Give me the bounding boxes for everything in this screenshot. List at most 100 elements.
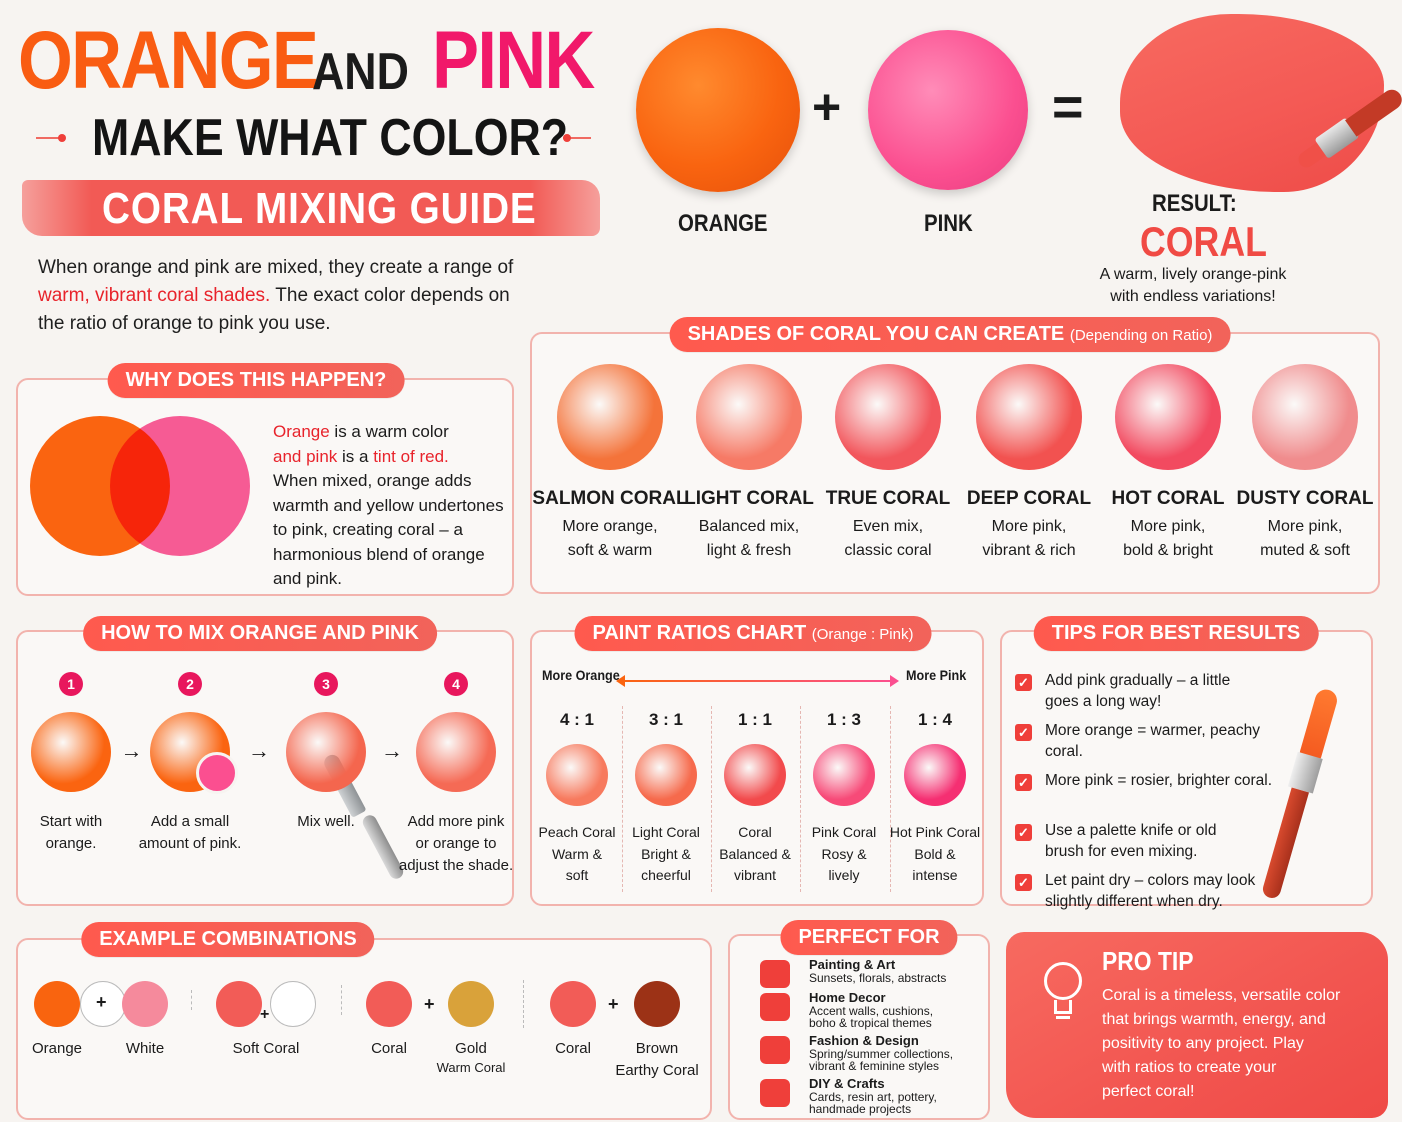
step-pink-drop	[196, 752, 238, 794]
ratio-desc-2: soft	[565, 867, 589, 883]
equals-sign: =	[1052, 77, 1084, 137]
why-text: Orange is a warm color and pink is a tin…	[273, 420, 509, 592]
example-label: Soft Coral	[232, 1040, 300, 1057]
intro-line-3: the ratio of orange to pink you use.	[38, 313, 331, 334]
protip-line-4: with ratios to create your	[1102, 1059, 1277, 1076]
ratios-header-sub: (Orange : Pink)	[811, 626, 914, 643]
shirt-icon	[760, 1036, 790, 1064]
shade-desc-2: soft & warm	[567, 542, 653, 559]
step-label-2: or orange to	[415, 835, 497, 852]
shades-header: SHADES OF CORAL YOU CAN CREATE (Dependin…	[669, 317, 1231, 352]
shade-desc-2: light & fresh	[706, 542, 792, 559]
plus-sign: +	[96, 992, 107, 1012]
ratio-label: 1 : 1	[737, 710, 773, 729]
ratio-label: 4 : 1	[559, 710, 595, 729]
shade-name: HOT CORAL	[1111, 488, 1225, 509]
example-divider	[341, 985, 342, 1015]
shade-swatch	[835, 364, 941, 470]
ratio-swatch	[724, 744, 786, 806]
example-result: Warm Coral	[436, 1060, 506, 1075]
why-pink-word: and pink	[273, 446, 338, 466]
examples-panel	[16, 938, 712, 1120]
step-label-1: Mix well.	[297, 813, 355, 830]
ratio-label: 3 : 1	[648, 710, 684, 729]
step-number-badge: 3	[314, 672, 338, 696]
check-icon: ✓	[1015, 774, 1032, 791]
step-label-1: Start with	[39, 813, 103, 830]
perfect-item-title: Home Decor	[809, 990, 886, 1005]
result-label: RESULT:	[1152, 190, 1237, 217]
protip-line-2: that brings warmth, energy, and	[1102, 1011, 1326, 1028]
example-divider	[191, 990, 192, 1010]
ratio-arrow	[620, 680, 896, 682]
step-label-2: orange.	[45, 835, 97, 852]
shade-name: DEEP CORAL	[966, 488, 1092, 509]
step-label-3: adjust the shade.	[398, 857, 514, 874]
step-number-badge: 4	[444, 672, 468, 696]
more-pink-label: More Pink	[906, 667, 967, 683]
lightbulb-icon	[1040, 962, 1086, 1026]
shade-desc-1: More pink,	[991, 518, 1067, 535]
white-swatch	[270, 981, 316, 1027]
plus-sign: +	[812, 79, 842, 135]
ratio-desc-1: Balanced &	[719, 846, 791, 862]
tip-line-1: Let paint dry – colors may look	[1045, 872, 1256, 889]
orange-label: ORANGE	[678, 210, 768, 237]
example-label: Gold	[455, 1040, 487, 1057]
perfect-item-title: DIY & Crafts	[809, 1076, 885, 1091]
brown-swatch	[634, 981, 680, 1027]
shade-desc-2: bold & bright	[1123, 542, 1213, 559]
perfect-item-desc-2: handmade projects	[809, 1102, 912, 1116]
step-arrow-icon: →	[381, 738, 403, 763]
perfect-item-desc-1: Accent walls, cushions,	[809, 1004, 934, 1018]
perfect-item-title: Painting & Art	[809, 957, 896, 972]
why-header: WHY DOES THIS HAPPEN?	[107, 363, 405, 398]
ratio-label: 1 : 3	[826, 710, 862, 729]
title-orange: ORANGE	[18, 15, 319, 106]
intro-line-2: warm, vibrant coral shades. The exact co…	[38, 282, 558, 310]
why-line-5: to pink, creating coral – a	[273, 520, 463, 539]
intro-line-2-rest: The exact color depends on	[275, 285, 510, 306]
ratio-arrow-left-head	[616, 675, 625, 687]
title-and: AND	[312, 43, 409, 101]
tip-line-2: slightly different when dry.	[1045, 893, 1223, 910]
orange-swatch	[34, 981, 80, 1027]
protip-text: Coral is a timeless, versatile color tha…	[1102, 984, 1382, 1104]
result-desc-2: with endless variations!	[1110, 288, 1276, 305]
shade-swatch	[976, 364, 1082, 470]
protip-line-3: positivity to any project. Play	[1102, 1035, 1304, 1052]
why-line-3: When mixed, orange adds	[273, 471, 472, 490]
ratio-divider	[799, 706, 801, 892]
perfect-item-desc-1: Sunsets, florals, abstracts	[809, 971, 947, 985]
perfect-item-desc-2: boho & tropical themes	[809, 1016, 932, 1030]
shades-header-sub: (Depending on Ratio)	[1069, 327, 1213, 344]
shade-desc-1: Even mix,	[852, 518, 924, 535]
ratio-swatch	[904, 744, 966, 806]
shades-panel	[530, 332, 1380, 594]
step-number-badge: 1	[59, 672, 83, 696]
tip-line-2: brush for even mixing.	[1045, 843, 1198, 860]
protip-header: PRO TIP	[1102, 946, 1194, 976]
shade-name: LIGHT CORAL	[684, 488, 814, 509]
step-arrow-icon: →	[248, 738, 270, 763]
orange-paint-blob	[636, 28, 800, 192]
tip-line-1: Add pink gradually – a little	[1045, 672, 1231, 689]
ratio-label: 1 : 4	[917, 710, 953, 729]
why-line-2: and pink is a tint of red.	[273, 445, 509, 470]
result-desc-1: A warm, lively orange-pink	[1099, 266, 1287, 283]
why-tint-word: tint of red.	[373, 446, 449, 466]
example-label: White	[125, 1040, 165, 1057]
tip-line-1: Use a palette knife or old	[1045, 822, 1217, 839]
ratio-desc-1: Warm &	[551, 846, 603, 862]
more-orange-label: More Orange	[542, 667, 620, 683]
tips-header: TIPS FOR BEST RESULTS	[1033, 616, 1319, 651]
why-line-6: harmonious blend of orange	[273, 544, 485, 564]
howto-header: HOW TO MIX ORANGE AND PINK	[83, 616, 437, 651]
ratio-name: Light Coral	[632, 824, 700, 840]
ratio-desc-2: lively	[828, 867, 860, 883]
result-name: CORAL	[1140, 218, 1267, 265]
gift-icon	[760, 1079, 790, 1107]
protip-line-5: perfect coral!	[1102, 1083, 1195, 1100]
ratio-swatch	[546, 744, 608, 806]
shades-header-title: SHADES OF CORAL YOU CAN CREATE	[687, 323, 1065, 345]
